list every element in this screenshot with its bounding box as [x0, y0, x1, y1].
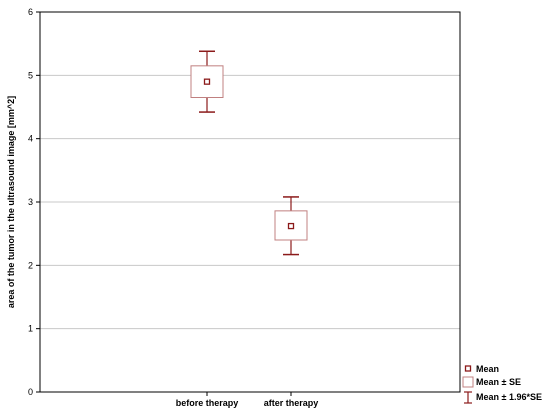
x-tick-label: after therapy — [264, 398, 319, 408]
gridlines — [40, 74, 460, 330]
x-axis: before therapy after therapy — [176, 392, 319, 408]
y-tick-label: 0 — [28, 387, 33, 397]
legend-label: Mean ± 1.96*SE — [476, 392, 542, 402]
y-axis-title: area of the tumor in the ultrasound imag… — [6, 96, 16, 308]
y-tick-label: 3 — [28, 197, 33, 207]
y-axis: 0 1 2 3 4 5 6 — [28, 7, 40, 397]
mean-point — [287, 222, 295, 230]
legend: Mean Mean ± SE Mean ± 1.96*SE — [462, 364, 542, 404]
legend-label: Mean ± SE — [476, 377, 521, 387]
y-tick-label: 1 — [28, 324, 33, 334]
x-tick-label: before therapy — [176, 398, 239, 408]
data-marks — [190, 50, 308, 256]
y-tick-label: 6 — [28, 7, 33, 17]
y-tick-label: 5 — [28, 70, 33, 80]
y-tick-label: 2 — [28, 260, 33, 270]
legend-mean-marker — [464, 365, 472, 372]
mean-point — [203, 78, 211, 85]
legend-label: Mean — [476, 364, 499, 374]
data-group — [274, 196, 308, 256]
legend-se-box — [462, 376, 474, 388]
data-group — [190, 50, 224, 113]
y-tick-label: 4 — [28, 134, 33, 144]
